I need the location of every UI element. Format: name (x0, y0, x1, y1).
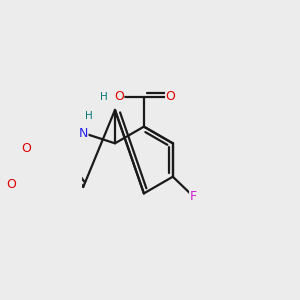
Text: N: N (79, 127, 88, 140)
Text: H: H (100, 92, 108, 102)
Text: O: O (21, 142, 31, 155)
Text: O: O (166, 90, 176, 103)
Text: O: O (114, 90, 124, 103)
Text: F: F (190, 190, 197, 203)
Text: O: O (6, 178, 16, 191)
Text: H: H (85, 110, 93, 121)
